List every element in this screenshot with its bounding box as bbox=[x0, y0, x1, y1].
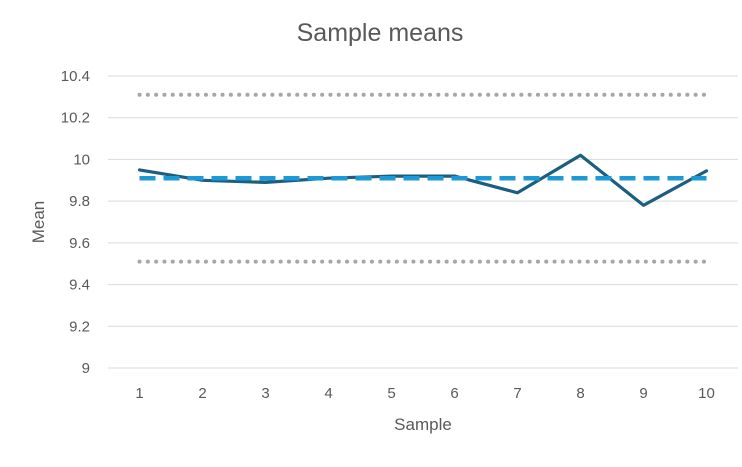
x-tick-label: 4 bbox=[324, 385, 332, 402]
x-tick-label: 8 bbox=[576, 385, 584, 402]
y-tick-label: 9 bbox=[82, 360, 90, 377]
x-tick-label: 2 bbox=[198, 385, 206, 402]
x-tick-label: 1 bbox=[135, 385, 143, 402]
x-axis-ticks: 1 2 3 4 5 6 7 8 9 10 bbox=[135, 385, 715, 402]
y-tick-label: 10 bbox=[73, 151, 90, 168]
series-line-means bbox=[137, 153, 709, 207]
y-axis-ticks: 9 9.2 9.4 9.6 9.8 10 10.2 10.4 bbox=[61, 68, 90, 377]
y-tick-label: 9.6 bbox=[69, 235, 90, 252]
y-tick-label: 9.2 bbox=[69, 318, 90, 335]
x-tick-label: 7 bbox=[513, 385, 521, 402]
y-tick-label: 10.4 bbox=[61, 68, 90, 85]
x-axis-title: Sample bbox=[394, 415, 452, 434]
series-lines bbox=[137, 92, 709, 264]
chart-title: Sample means bbox=[297, 19, 464, 47]
x-tick-label: 6 bbox=[450, 385, 458, 402]
x-tick-label: 5 bbox=[387, 385, 395, 402]
y-tick-label: 9.4 bbox=[69, 277, 90, 294]
y-axis-title: Mean bbox=[29, 201, 48, 244]
gridlines bbox=[108, 75, 738, 369]
x-tick-label: 10 bbox=[698, 385, 715, 402]
x-tick-label: 9 bbox=[639, 385, 647, 402]
y-tick-label: 10.2 bbox=[61, 110, 90, 127]
x-tick-label: 3 bbox=[261, 385, 269, 402]
y-tick-label: 9.8 bbox=[69, 193, 90, 210]
